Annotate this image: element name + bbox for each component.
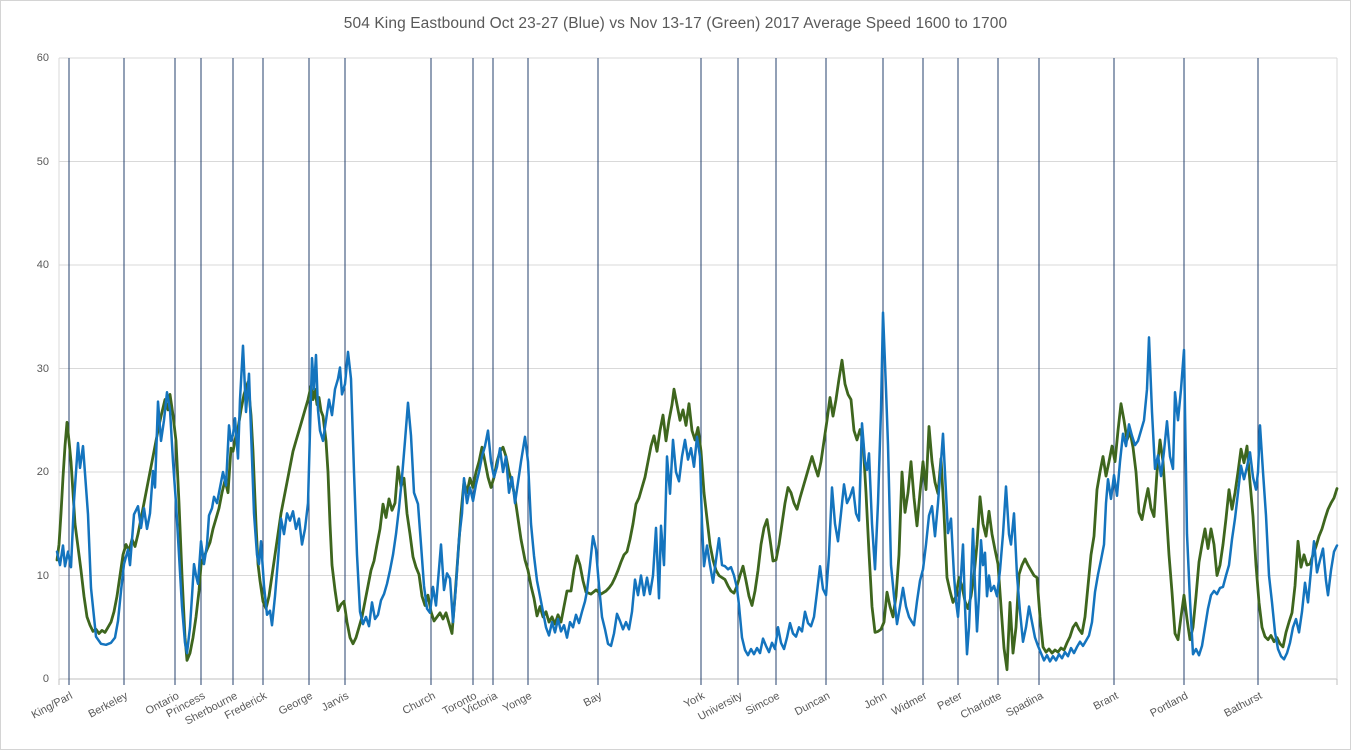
y-axis-tick-label: 60	[36, 52, 49, 64]
chart-title: 504 King Eastbound Oct 23-27 (Blue) vs N…	[343, 15, 1008, 32]
series-line-oct-blue	[55, 311, 1339, 663]
y-axis-tick-label: 30	[36, 362, 49, 375]
y-axis-tick-label: 20	[36, 466, 49, 478]
y-axis-tick-label: 50	[36, 155, 49, 168]
y-axis-tick-label: 0	[42, 673, 49, 685]
y-axis-tick-label: 10	[36, 569, 49, 582]
y-axis-tick-label: 40	[36, 259, 49, 271]
